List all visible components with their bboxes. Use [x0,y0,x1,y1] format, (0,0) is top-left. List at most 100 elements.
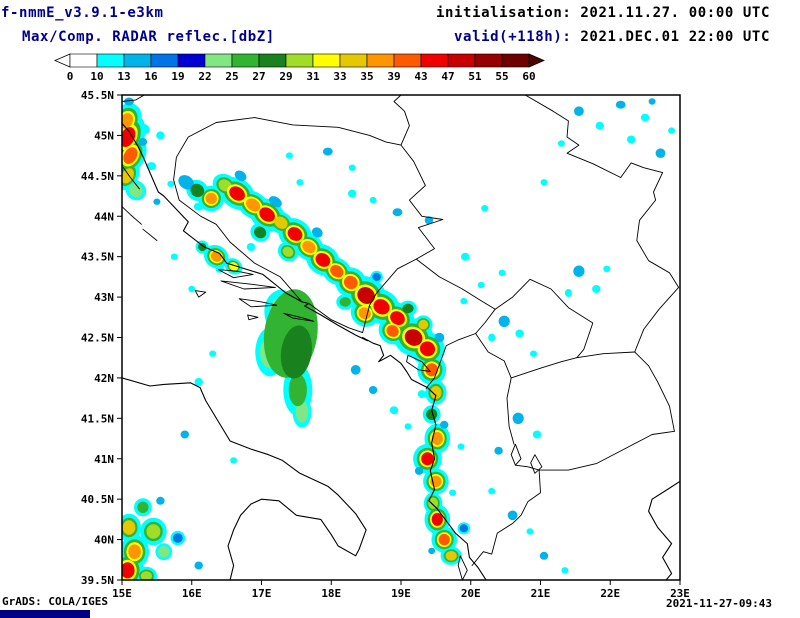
colorbar-label: 51 [468,70,482,83]
colorbar-segment [474,53,503,68]
island [457,555,468,580]
island [283,312,315,322]
lat-tick-label: 45N [94,129,114,142]
lat-tick-label: 40N [94,534,114,547]
radar-cell [564,289,572,297]
colorbar-segment [123,53,152,68]
radar-cell [402,303,414,314]
radar-cell [322,147,333,156]
colorbar-label: 0 [67,70,74,83]
radar-cell [209,350,217,357]
colorbar-under-arrow [53,53,71,68]
radar-cell [431,512,443,526]
coastline [122,122,487,580]
coastline [648,480,680,580]
radar-cell [188,285,196,293]
colorbar-over-arrow [528,53,546,68]
init-label: initialisation: [435,5,572,21]
border-line [475,308,496,334]
coastline [122,377,367,580]
lon-tick-label: 16E [182,587,202,600]
radar-cell [193,202,204,211]
radar-cell [194,378,203,386]
radar-cell [592,285,601,293]
lon-tick-label: 17E [252,587,272,600]
radar-cell [526,528,534,535]
radar-cell [440,420,449,429]
radar-cell [457,443,465,450]
radar-cell [350,365,361,375]
lat-tick-label: 44N [94,210,114,223]
radar-cell [158,546,170,558]
radar-cell [459,524,468,533]
lake [510,443,522,466]
radar-cell [128,544,141,559]
colorbar-label: 35 [360,70,373,83]
colorbar-label: 43 [414,70,427,83]
radar-cell [372,272,381,281]
valid-value: 2021.DEC.01 22:00 UTC [580,29,770,45]
radar-cell [234,170,247,182]
radar-cell [404,423,412,430]
border-line [506,377,515,445]
radar-cell [424,216,434,225]
island [194,290,207,298]
radar-cell [123,147,138,164]
creation-timestamp: 2021-11-27-09:43 [666,597,772,610]
island [122,167,140,190]
radar-cell [146,162,157,171]
radar-cell [295,401,309,423]
radar-cell [129,183,143,198]
window-fragment-bar [0,610,90,618]
radar-cell [574,106,584,116]
colorbar-label: 19 [171,70,184,83]
border-line [494,278,594,359]
radar-cell [122,168,134,184]
radar-cell [122,562,135,579]
radar-cell [498,269,506,276]
radar-cell [368,386,378,394]
radar-cell [280,325,313,379]
lat-tick-label: 41N [94,453,114,466]
colorbar-label: 22 [198,70,211,83]
init-time: initialisation: 2021.11.27. 00:00 UTC [436,5,770,21]
radar-cell [392,208,403,217]
radar-cell [190,183,205,198]
border-line [173,122,303,303]
colorbar-segment [231,53,260,68]
lon-tick-label: 19E [391,587,411,600]
radar-cell [428,547,436,555]
colorbar-segment [96,53,125,68]
radar-cell [205,192,217,205]
lon-tick-label: 15E [112,587,132,600]
radar-cell [488,333,496,342]
radar-cell [358,307,371,320]
radar-cell [122,520,136,535]
radar-cell [386,325,399,337]
colorbar-label: 10 [90,70,103,83]
radar-cell [274,216,288,229]
radar-cell [640,113,650,122]
border-line [362,258,417,334]
colorbar-segment [393,53,422,68]
colorbar-segment [312,53,341,68]
radar-cell [230,457,238,464]
radar-cell [210,251,222,262]
radar-cell [315,252,331,267]
radar-cell [259,207,275,222]
radar-cell [431,432,443,445]
colorbar-segment [204,53,233,68]
lat-tick-label: 42.5N [81,332,114,345]
radar-cell [137,501,149,513]
radar-cell [194,561,203,570]
border-line [510,351,636,379]
radar-cell [438,533,450,546]
radar-cell [178,175,195,190]
radar-cell [156,131,165,140]
lat-tick-label: 44.5N [81,170,114,183]
radar-cell [414,466,424,475]
lon-tick-label: 23E [670,587,690,600]
radar-cell [573,265,585,277]
border-line [634,351,675,432]
